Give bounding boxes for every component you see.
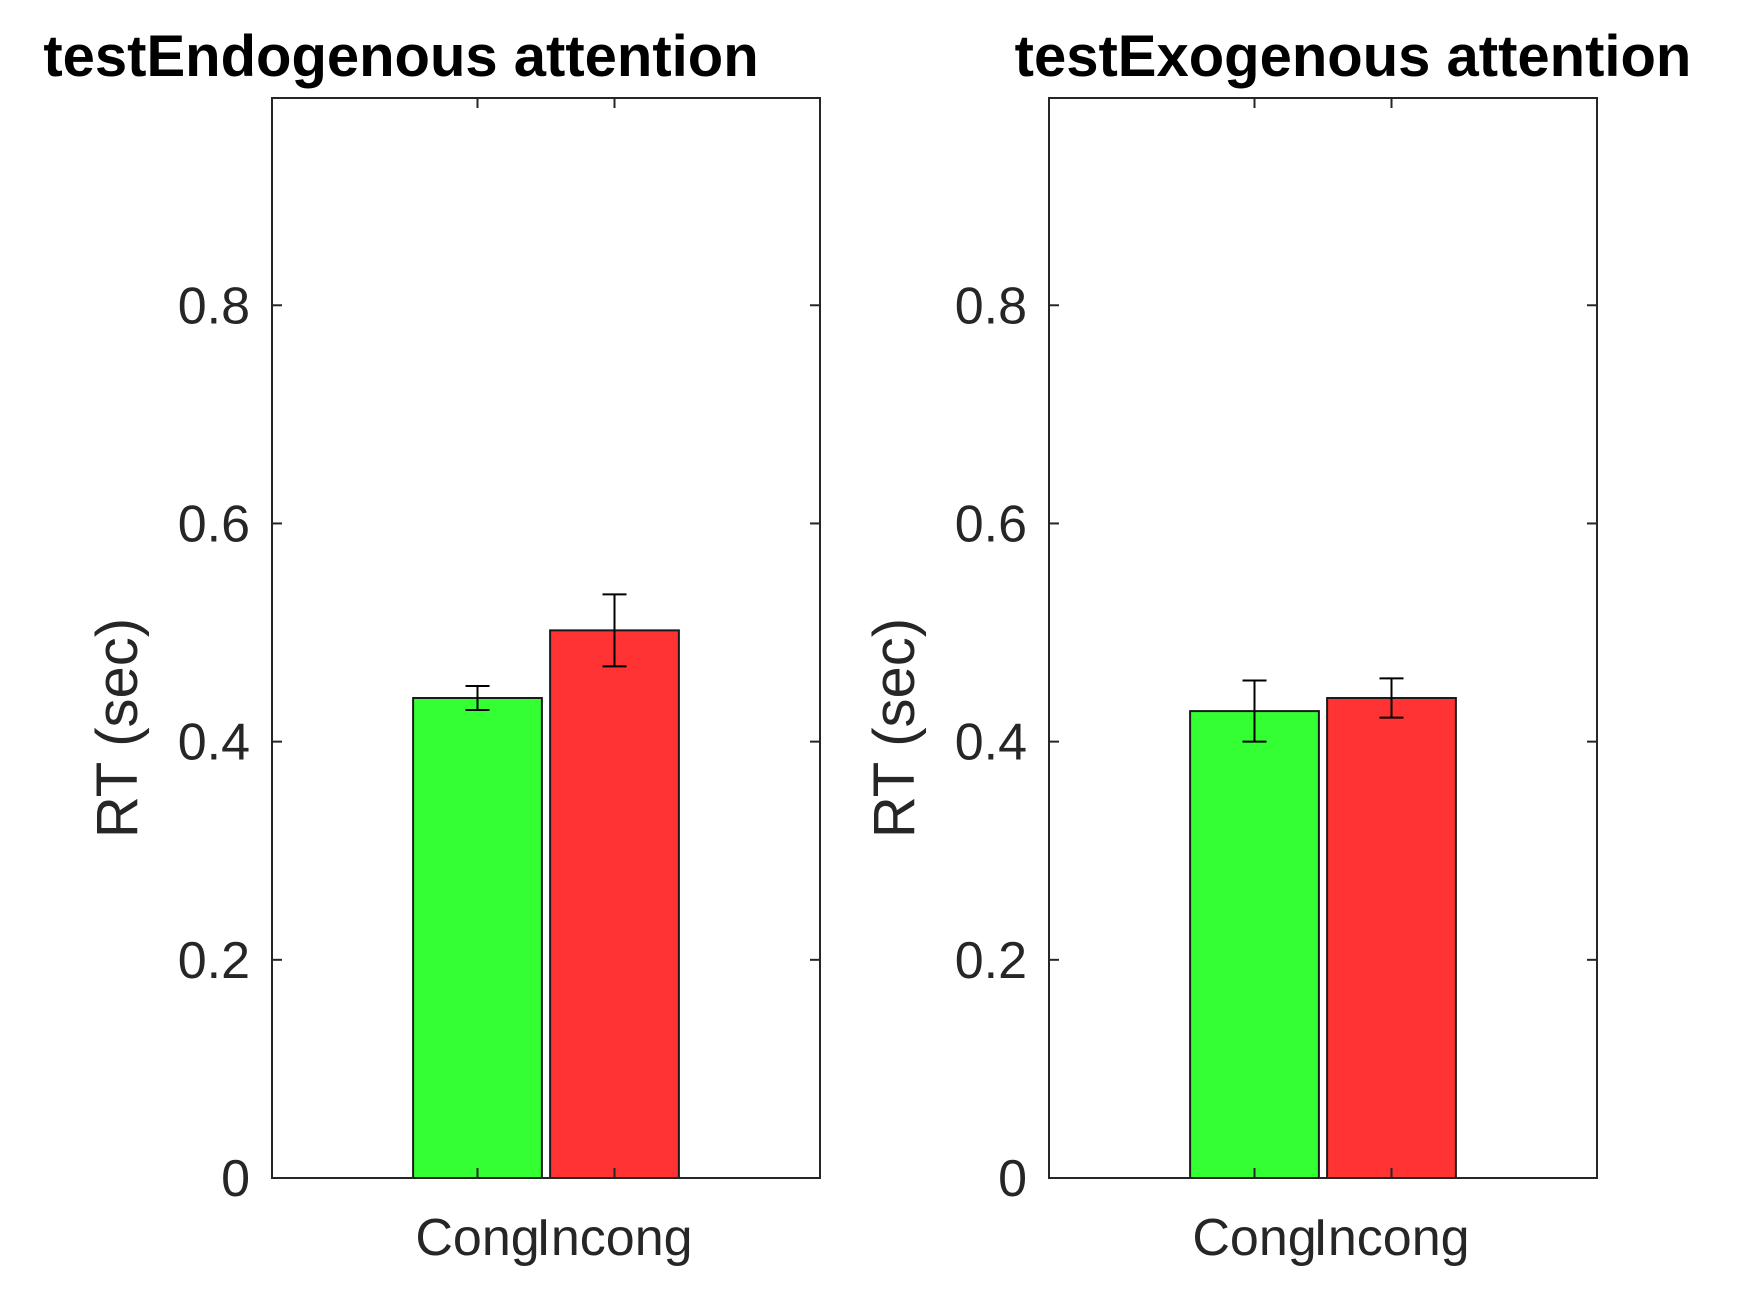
y-axis-label: RT (sec): [85, 618, 150, 838]
x-tick-label: Cong: [1192, 1209, 1316, 1267]
y-tick-label: 0.8: [178, 277, 250, 335]
chart-title: testExogenous attention: [1015, 24, 1692, 89]
y-tick-label: 0.6: [178, 495, 250, 553]
axes-box: [1048, 97, 1598, 1179]
chart-panel-1: testEndogenous attention 0 0.2 0.4 0.6 0.8 Con…: [43, 24, 821, 1267]
y-axis-label: RT (sec): [862, 618, 927, 838]
y-tick-label: 0.4: [955, 714, 1027, 772]
y-tick-label: 0.6: [955, 495, 1027, 553]
bar-cong: [1189, 710, 1320, 1179]
bar-incong: [549, 629, 680, 1179]
chart-panel-2: testExogenous attention 0 0.2 0.4 0.6 0.8 Cong…: [862, 24, 1691, 1267]
y-tick-label: 0.2: [955, 932, 1027, 990]
bar-cong: [412, 697, 543, 1179]
y-tick-label: 0.4: [178, 714, 250, 772]
axes-box: [271, 97, 821, 1179]
x-tick-label: Incong: [536, 1209, 692, 1267]
chart-title: testEndogenous attention: [43, 24, 758, 89]
bar-incong: [1326, 697, 1457, 1179]
y-tick-label: 0: [221, 1150, 250, 1208]
y-tick-label: 0.2: [178, 932, 250, 990]
y-tick-label: 0: [998, 1150, 1027, 1208]
y-tick-label: 0.8: [955, 277, 1027, 335]
x-tick-label: Cong: [415, 1209, 539, 1267]
x-tick-label: Incong: [1313, 1209, 1469, 1267]
